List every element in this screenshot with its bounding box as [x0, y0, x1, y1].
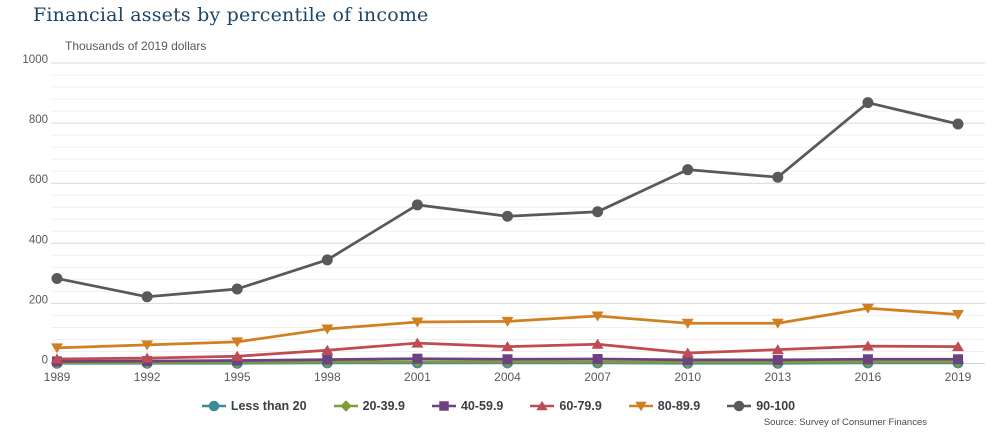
y-tick-label: 200	[29, 294, 48, 306]
circle-marker-icon	[727, 400, 752, 412]
triangle-down-marker-icon	[628, 401, 653, 412]
legend-label: 40-59.9	[460, 399, 504, 413]
gridlines	[51, 62, 985, 352]
chart-source: Source: Survey of Consumer Finances	[763, 417, 927, 428]
x-tick-label: 2004	[494, 370, 521, 384]
legend-item-40-59-9[interactable]: 40-59.9	[431, 399, 504, 413]
series-60-79-9	[51, 337, 964, 364]
y-tick-label: 600	[29, 174, 48, 186]
x-tick-label: 2016	[855, 370, 882, 384]
triangle-up-marker-icon	[530, 400, 555, 411]
chart-unit-label: Thousands of 2019 dollars	[65, 39, 207, 53]
x-tick-label: 1998	[314, 370, 341, 384]
circle-marker-icon	[201, 400, 226, 412]
diamond-marker-icon	[333, 400, 358, 412]
square-marker-icon	[431, 401, 456, 411]
legend-label: 20-39.9	[362, 399, 405, 413]
y-tick-label: 800	[29, 114, 48, 126]
legend-item-less-than-20[interactable]: Less than 20	[201, 399, 307, 413]
series-90-100	[51, 97, 964, 303]
x-tick-label: 2001	[404, 370, 431, 384]
series-80-89-9	[51, 303, 964, 354]
legend-label: 60-79.9	[559, 399, 602, 413]
x-tick-label: 1992	[134, 370, 161, 384]
legend-label: 80-89.9	[657, 399, 701, 413]
legend-item-60-79-9[interactable]: 60-79.9	[530, 399, 602, 413]
chart-title: Financial assets by percentile of income	[33, 4, 429, 26]
y-tick-label: 1000	[22, 54, 48, 66]
series-40-59-9	[52, 353, 963, 367]
y-tick-label: 400	[29, 234, 48, 246]
x-tick-label: 2013	[764, 370, 791, 384]
x-tick-label: 2010	[674, 370, 701, 384]
x-tick-label: 2019	[945, 370, 972, 384]
y-axis-labels: 0 200 400 600 800 1000	[22, 54, 48, 367]
legend-label: Less than 20	[230, 399, 307, 413]
legend-item-90-100[interactable]: 90-100	[727, 399, 795, 413]
legend-label: 90-100	[756, 399, 796, 413]
x-axis-labels: 1989 1992 1995 1998 2001 2004 2007 2010 2013 2016…	[44, 370, 972, 384]
x-tick-label: 1995	[224, 370, 251, 384]
y-tick-label: 0	[42, 355, 48, 367]
legend-item-20-39-9[interactable]: 20-39.9	[333, 399, 405, 413]
x-tick-label: 1989	[44, 370, 71, 384]
chart-legend: Less than 20 20-39.9 40-59.9 60-79.9 80-89.9…	[0, 394, 997, 418]
x-tick-label: 2007	[584, 370, 611, 384]
legend-item-80-89-9[interactable]: 80-89.9	[628, 399, 701, 413]
